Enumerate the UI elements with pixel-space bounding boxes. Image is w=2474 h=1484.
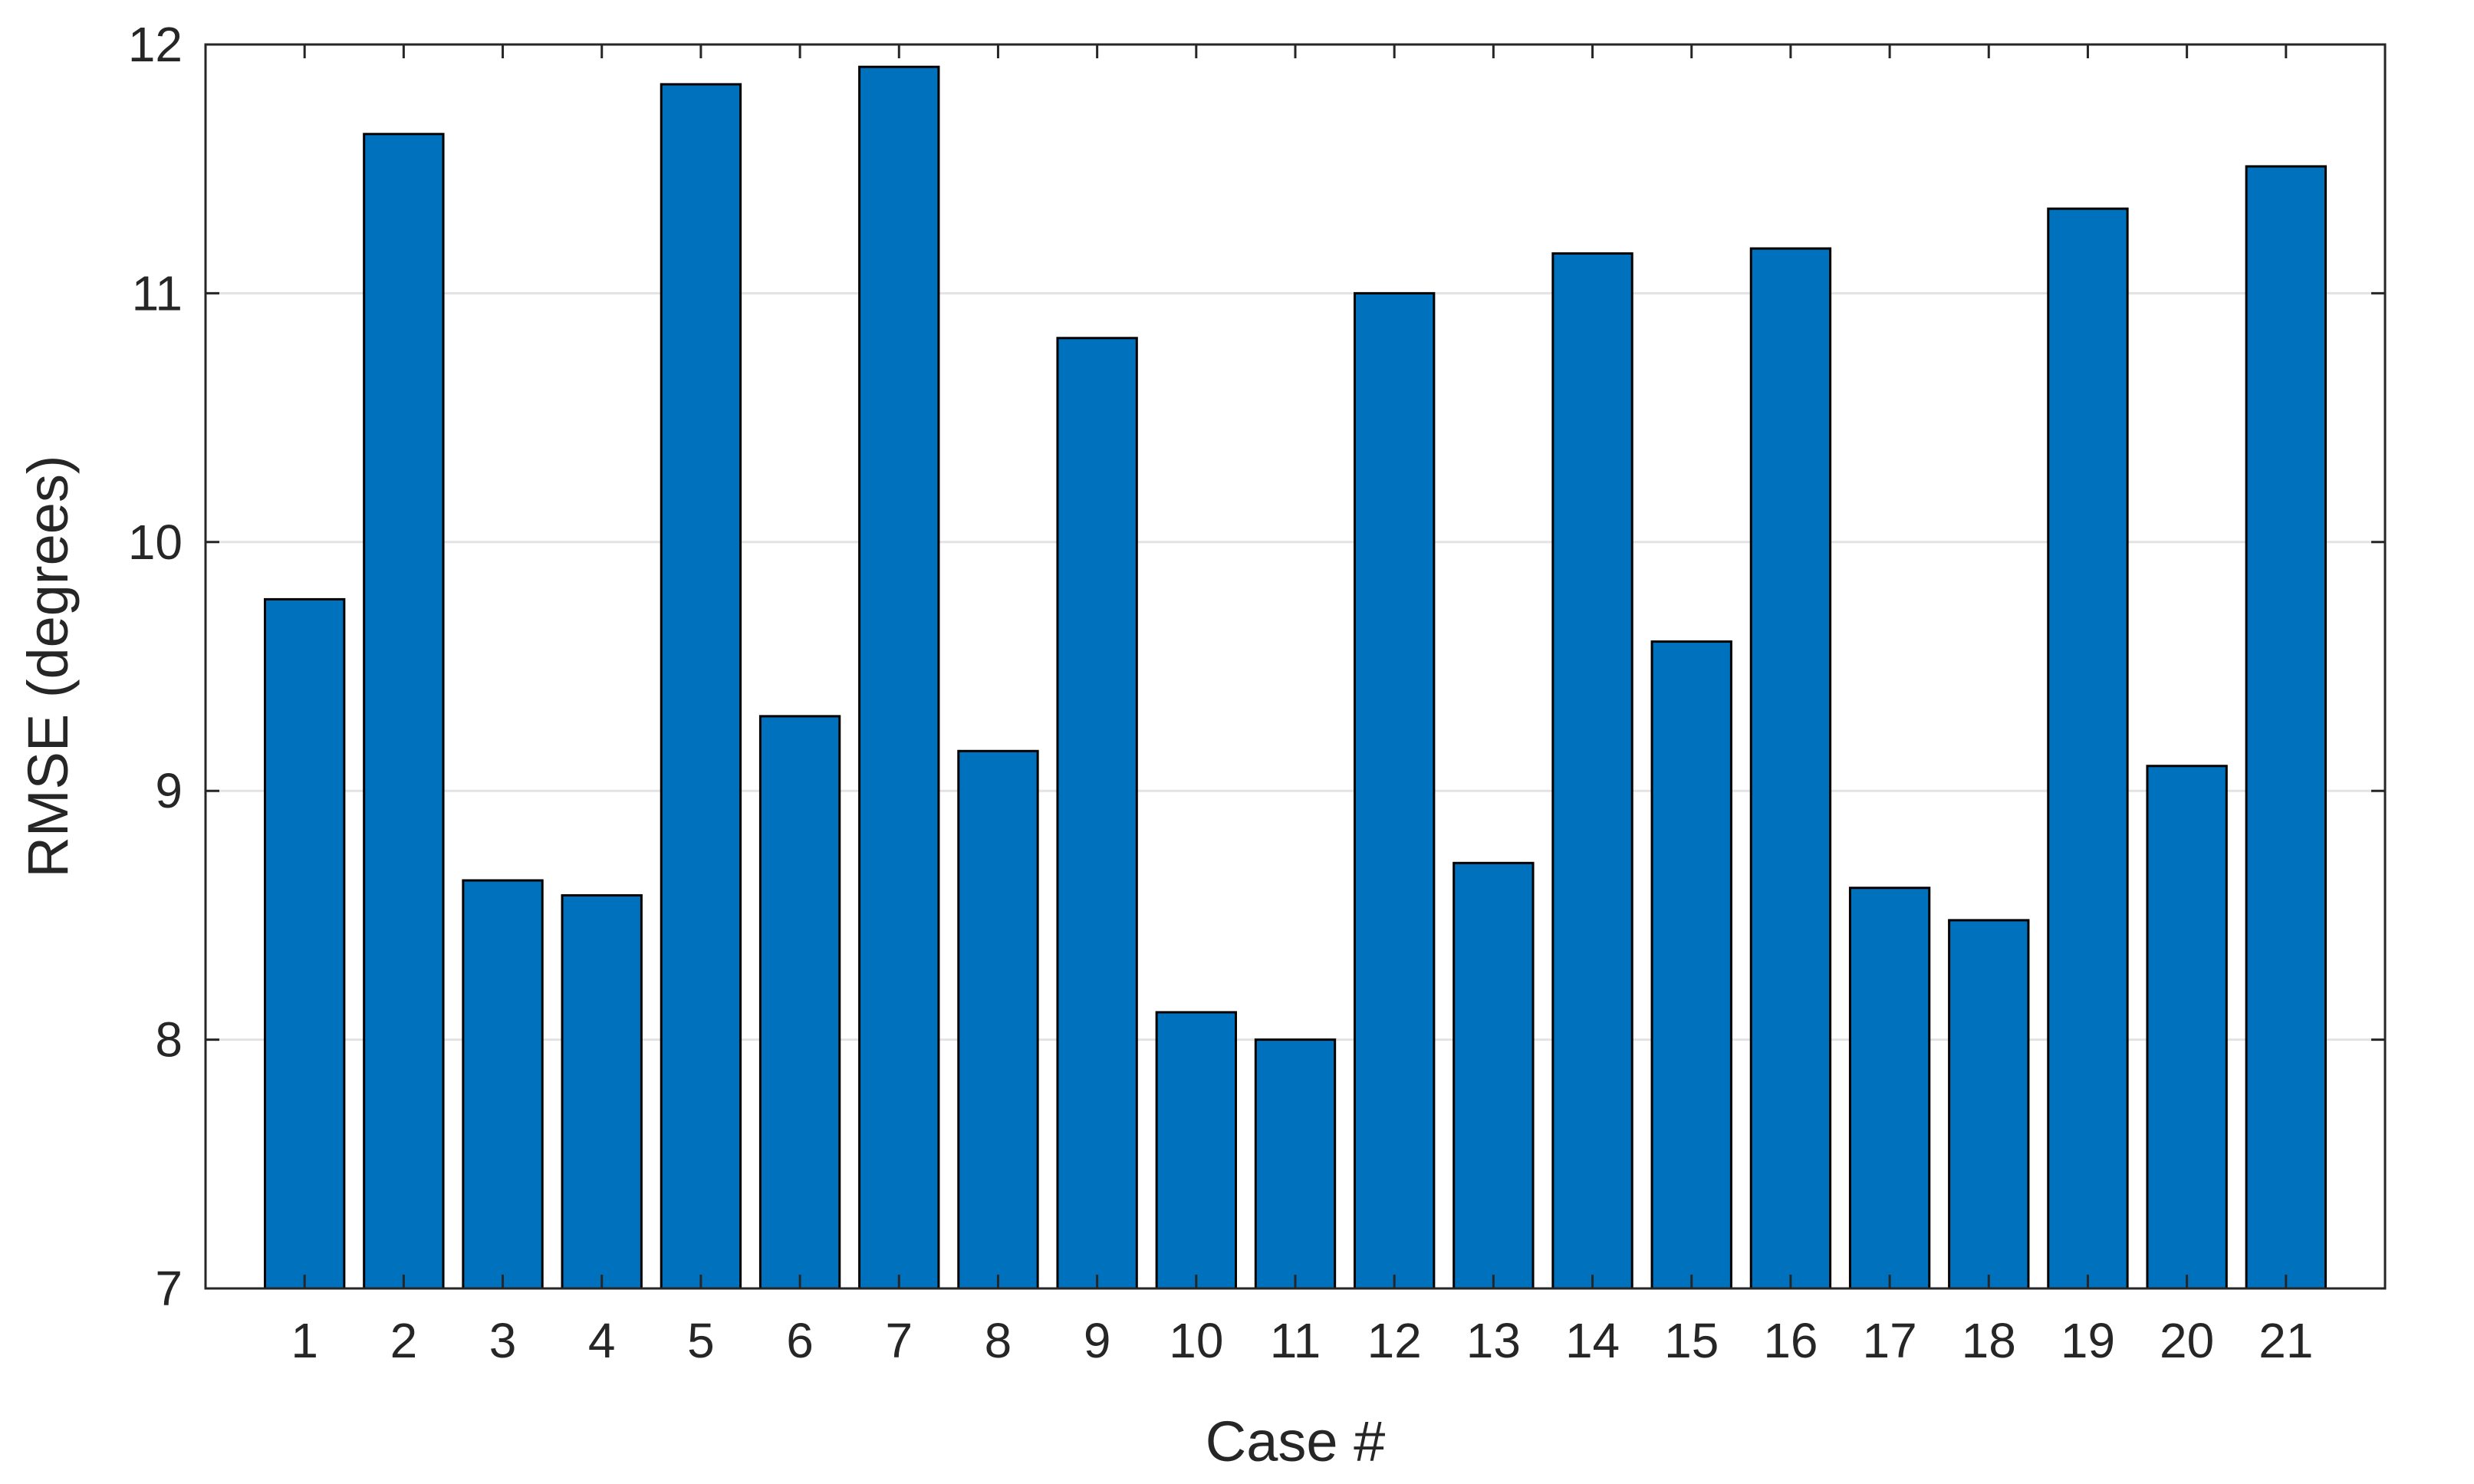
y-tick-label: 10 bbox=[128, 515, 183, 570]
x-tick-label: 12 bbox=[1367, 1313, 1422, 1368]
x-tick-label: 9 bbox=[1084, 1313, 1111, 1368]
x-tick-label: 17 bbox=[1862, 1313, 1916, 1368]
y-tick-label: 9 bbox=[155, 763, 183, 818]
bar-case-19 bbox=[2047, 207, 2129, 1290]
x-tick-label: 16 bbox=[1763, 1313, 1818, 1368]
x-tick-label: 4 bbox=[588, 1313, 616, 1368]
x-tick-label: 18 bbox=[1962, 1313, 2016, 1368]
bar-case-1 bbox=[264, 597, 346, 1290]
x-tick-label: 3 bbox=[489, 1313, 517, 1368]
x-tick-label: 5 bbox=[687, 1313, 715, 1368]
x-tick-label: 8 bbox=[985, 1313, 1012, 1368]
x-tick-label: 15 bbox=[1664, 1313, 1719, 1368]
x-tick-label: 1 bbox=[291, 1313, 318, 1368]
x-tick-label: 19 bbox=[2061, 1313, 2115, 1368]
y-tick-label: 12 bbox=[128, 17, 183, 72]
bar-case-3 bbox=[462, 879, 544, 1290]
bar-case-11 bbox=[1254, 1038, 1337, 1290]
y-axis-label: RMSE (degrees) bbox=[16, 455, 80, 877]
x-tick-label: 2 bbox=[390, 1313, 418, 1368]
y-tick-label: 7 bbox=[155, 1261, 183, 1316]
x-tick-label: 7 bbox=[885, 1313, 913, 1368]
x-tick-label: 13 bbox=[1466, 1313, 1521, 1368]
x-tick-label: 6 bbox=[786, 1313, 814, 1368]
bar-case-20 bbox=[2146, 765, 2228, 1290]
x-tick-label: 10 bbox=[1169, 1313, 1223, 1368]
bar-case-13 bbox=[1452, 861, 1535, 1290]
x-axis-label: Case # bbox=[1206, 1410, 1385, 1473]
bar-case-4 bbox=[561, 893, 643, 1290]
bar-case-18 bbox=[1948, 919, 2030, 1290]
bar-case-6 bbox=[758, 715, 841, 1290]
y-tick-label: 11 bbox=[132, 265, 183, 321]
bars bbox=[264, 65, 2327, 1290]
x-tick-label: 14 bbox=[1565, 1313, 1620, 1368]
bar-case-12 bbox=[1354, 291, 1436, 1290]
bar-case-2 bbox=[363, 133, 445, 1290]
bar-case-16 bbox=[1749, 247, 1832, 1290]
bar-case-14 bbox=[1551, 252, 1633, 1290]
bar-case-9 bbox=[1056, 337, 1138, 1290]
x-tick-label: 11 bbox=[1270, 1313, 1321, 1368]
bar-case-5 bbox=[660, 83, 742, 1290]
bar-case-21 bbox=[2245, 165, 2327, 1290]
x-tick-label: 20 bbox=[2160, 1313, 2214, 1368]
bar-case-10 bbox=[1155, 1011, 1237, 1290]
bar-case-8 bbox=[957, 749, 1039, 1290]
x-tick-label: 21 bbox=[2259, 1313, 2313, 1368]
bar-case-15 bbox=[1650, 640, 1732, 1290]
bar-case-17 bbox=[1848, 887, 1931, 1290]
bar-case-7 bbox=[858, 65, 940, 1290]
y-tick-label: 8 bbox=[155, 1012, 183, 1068]
